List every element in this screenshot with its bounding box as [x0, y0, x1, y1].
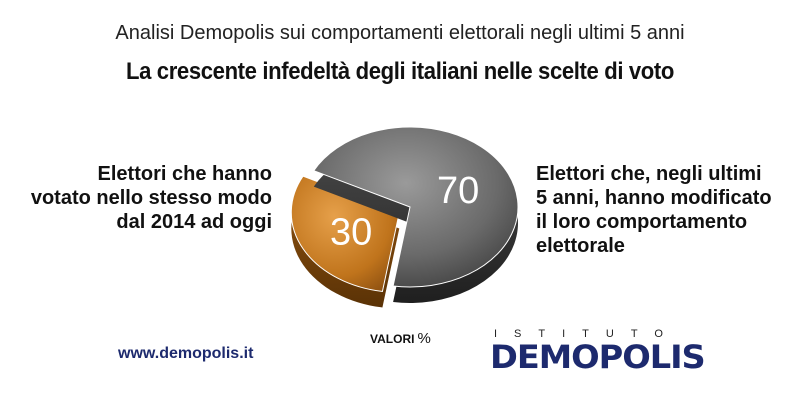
slice-data-label: 30: [330, 212, 372, 254]
unit-symbol: %: [417, 330, 431, 347]
unit-note: VALORI%: [370, 330, 431, 347]
slice-data-label: 70: [437, 170, 479, 212]
left-slice-label: Elettori che hanno votato nello stesso m…: [12, 162, 272, 234]
right-slice-label: Elettori che, negli ultimi 5 anni, hanno…: [536, 162, 796, 258]
left-label-line: Elettori che hanno: [97, 163, 272, 185]
unit-label: VALORI: [370, 332, 415, 346]
logo-top-text: ISTITUTO: [494, 328, 680, 340]
left-label-line: votato nello stesso modo: [30, 187, 272, 209]
right-label-line: Elettori che, negli ultimi: [536, 163, 762, 185]
pie-slice-70: [312, 126, 519, 288]
website-link[interactable]: www.demopolis.it: [118, 345, 254, 362]
logo-brand-text: DEMOPOLIS: [490, 338, 706, 376]
right-label-line: elettorale: [536, 235, 625, 257]
chart-title: La crescente infedeltà degli italiani ne…: [125, 58, 675, 85]
pie-chart: 30 70: [290, 126, 519, 308]
chart-subtitle: Analisi Demopolis sui comportamenti elet…: [115, 22, 685, 44]
left-label-line: dal 2014 ad oggi: [116, 211, 272, 233]
demopolis-logo: ISTITUTO DEMOPOLIS: [490, 328, 714, 376]
right-label-line: 5 anni, hanno modificato: [536, 187, 772, 209]
right-label-line: il loro comportamento: [536, 211, 748, 233]
